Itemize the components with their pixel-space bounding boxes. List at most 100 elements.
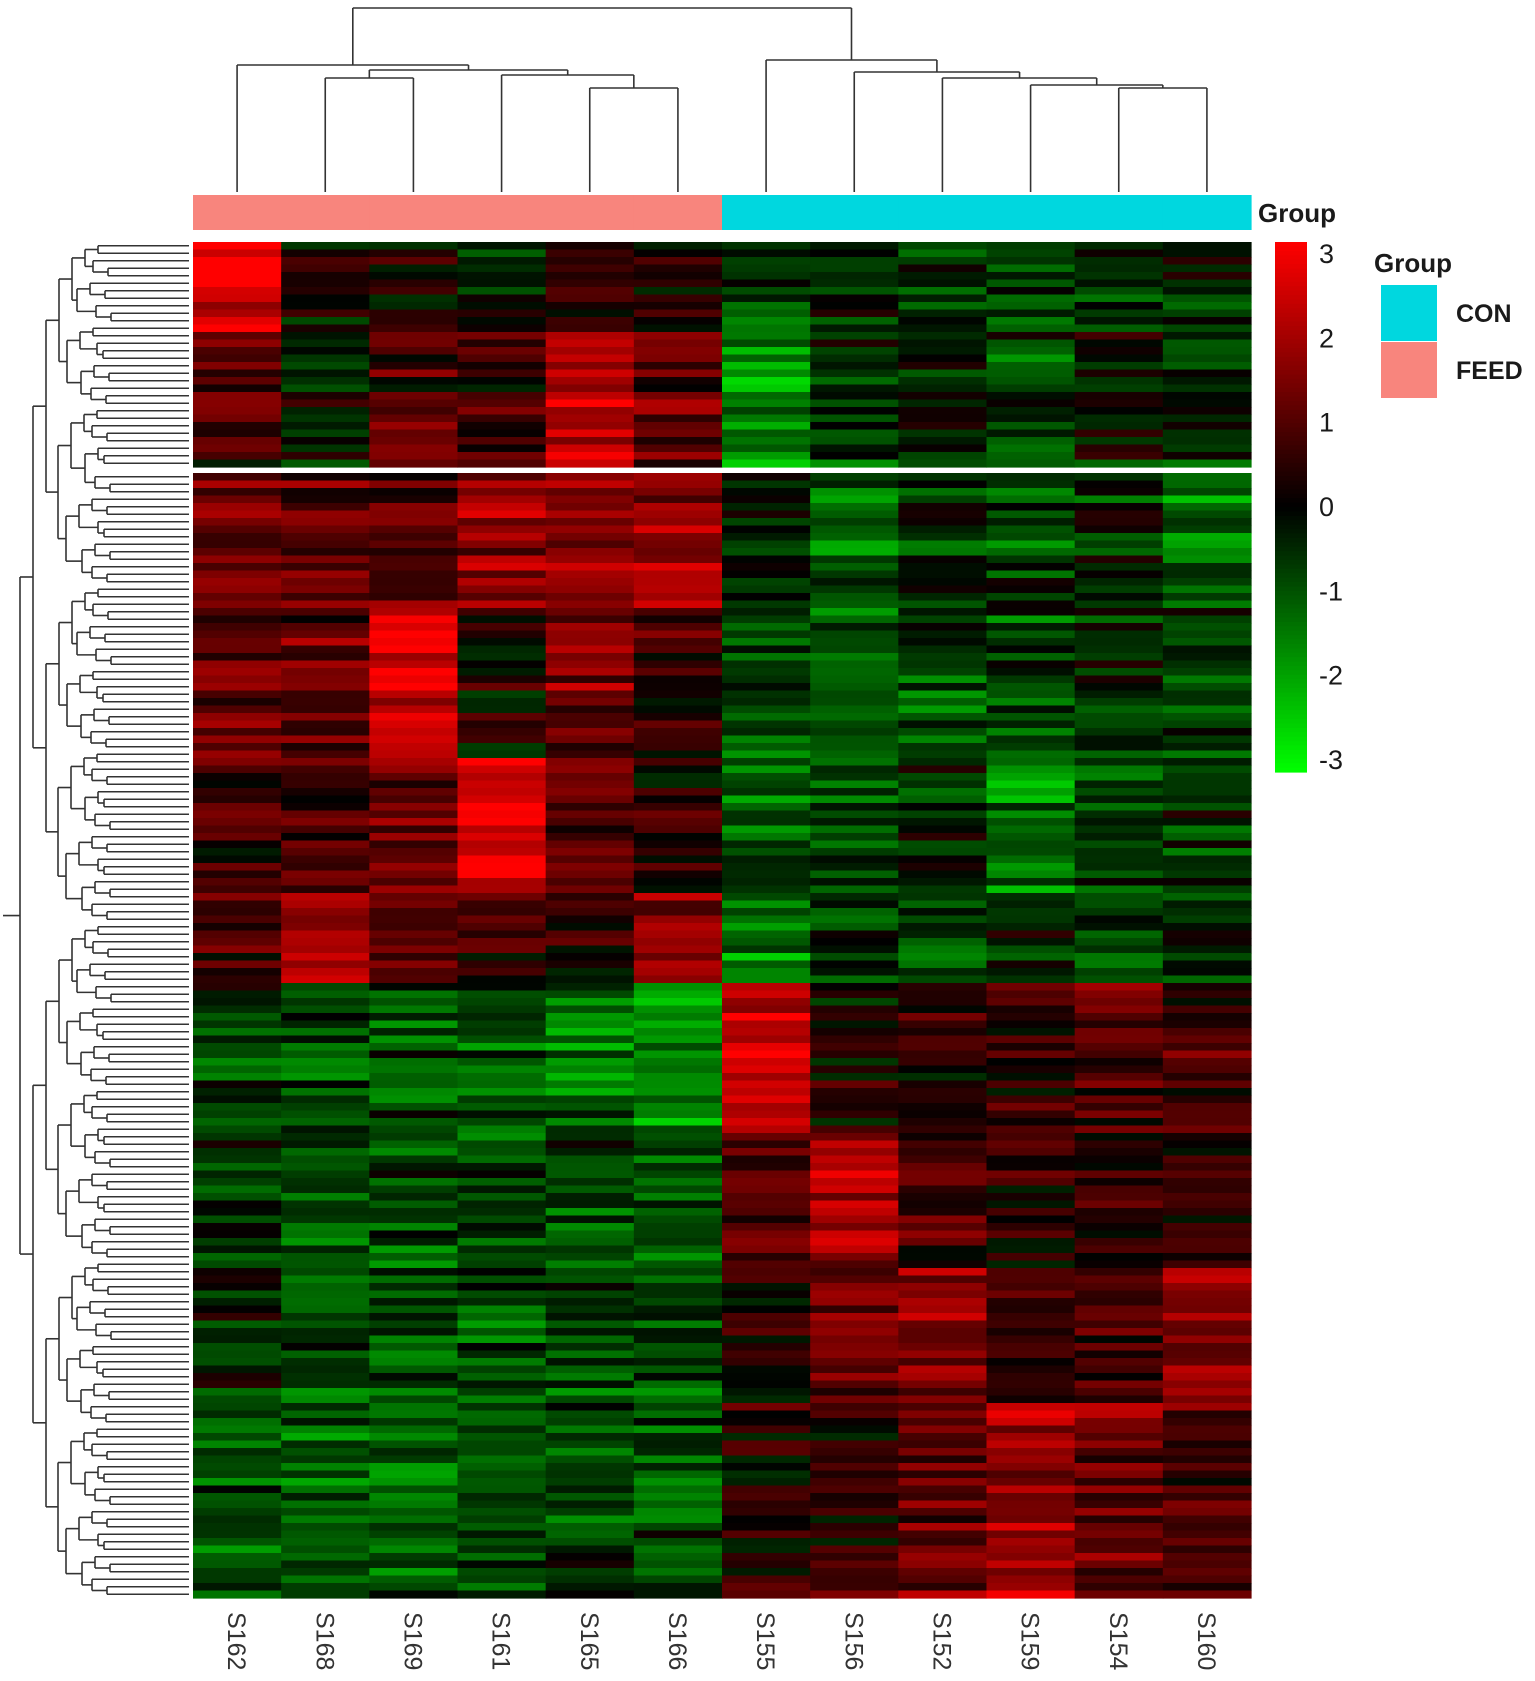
heatmap-cell: [810, 975, 899, 984]
heatmap-cell: [810, 1028, 899, 1037]
heatmap-cell: [1074, 1545, 1164, 1554]
heatmap-cell: [281, 1253, 370, 1262]
heatmap-cell: [633, 1350, 723, 1359]
heatmap-cell: [633, 1005, 723, 1014]
heatmap-cell: [810, 1350, 899, 1359]
heatmap-cell: [369, 1583, 459, 1592]
heatmap-cell: [193, 414, 282, 423]
heatmap-cell: [369, 1095, 459, 1104]
heatmap-cell: [722, 908, 811, 917]
heatmap-cell: [369, 1058, 459, 1067]
heatmap-cell: [193, 945, 282, 954]
heatmap-cell: [281, 1575, 370, 1584]
heatmap-cell: [1162, 660, 1252, 669]
heatmap-cell: [810, 257, 899, 266]
heatmap-cell: [722, 1493, 811, 1502]
heatmap-cell: [633, 833, 723, 842]
heatmap-cell: [281, 758, 370, 767]
heatmap-cell: [457, 825, 547, 834]
heatmap-cell: [810, 324, 899, 333]
annotation-cell-feed: [369, 195, 459, 230]
heatmap-cell: [1162, 758, 1252, 767]
heatmap-cell: [633, 354, 723, 363]
heatmap-cell: [369, 1185, 459, 1194]
heatmap-cell: [193, 998, 282, 1007]
heatmap-cell: [986, 1290, 1076, 1299]
heatmap-cell: [633, 668, 723, 677]
heatmap-cell: [1162, 983, 1252, 992]
heatmap-cell: [633, 1470, 723, 1479]
heatmap-cell: [722, 317, 811, 326]
heatmap-cell: [1162, 1440, 1252, 1449]
colorbar-segment: [1275, 537, 1307, 543]
heatmap-cell: [633, 570, 723, 579]
heatmap-cell: [1074, 1275, 1164, 1284]
heatmap-cell: [810, 392, 899, 401]
heatmap-cell: [1162, 1448, 1252, 1457]
heatmap-cell: [281, 923, 370, 932]
heatmap-cell: [986, 249, 1076, 258]
heatmap-cell: [193, 878, 282, 887]
heatmap-cell: [369, 1088, 459, 1097]
colorbar-segment: [1275, 277, 1307, 283]
heatmap-cell: [193, 548, 282, 557]
heatmap-cell: [1074, 1035, 1164, 1044]
heatmap-cell: [810, 399, 899, 408]
heatmap-cell: [633, 578, 723, 587]
heatmap-cell: [281, 1005, 370, 1014]
heatmap-cell: [633, 555, 723, 564]
heatmap-cell: [1074, 1470, 1164, 1479]
heatmap-cell: [898, 1545, 988, 1554]
heatmap-cell: [810, 1185, 899, 1194]
heatmap-cell: [193, 1028, 282, 1037]
heatmap-cell: [898, 1148, 988, 1157]
heatmap-cell: [457, 1568, 547, 1577]
heatmap-cell: [898, 1050, 988, 1059]
heatmap-cell: [281, 1553, 370, 1562]
heatmap-cell: [457, 1530, 547, 1539]
heatmap-cell: [898, 1230, 988, 1239]
heatmap-cell: [281, 563, 370, 572]
heatmap-cell: [457, 1103, 547, 1112]
heatmap-cell: [633, 1508, 723, 1517]
heatmap-cell: [1162, 855, 1252, 864]
heatmap-cell: [1074, 362, 1164, 371]
colorbar-segment: [1275, 330, 1307, 336]
heatmap-cell: [810, 1418, 899, 1427]
heatmap-cell: [281, 675, 370, 684]
heatmap-cell: [722, 1478, 811, 1487]
heatmap-cell: [193, 555, 282, 564]
heatmap-cell: [1074, 1425, 1164, 1434]
heatmap-cell: [898, 1260, 988, 1269]
heatmap-cell: [1162, 953, 1252, 962]
heatmap-cell: [369, 1515, 459, 1524]
heatmap-cell: [1162, 938, 1252, 947]
heatmap-cell: [810, 452, 899, 461]
heatmap-cell: [193, 354, 282, 363]
colorbar-segment: [1275, 250, 1307, 256]
heatmap-cell: [722, 1418, 811, 1427]
heatmap-cell: [193, 1163, 282, 1172]
heatmap-cell: [457, 780, 547, 789]
heatmap-cell: [1162, 309, 1252, 318]
heatmap-cell: [1074, 399, 1164, 408]
heatmap-cell: [545, 938, 635, 947]
heatmap-cell: [1074, 668, 1164, 677]
heatmap-cell: [810, 249, 899, 258]
heatmap-cell: [898, 855, 988, 864]
heatmap-cell: [193, 1155, 282, 1164]
heatmap-cell: [1074, 1313, 1164, 1322]
colorbar-segment: [1275, 387, 1307, 393]
heatmap-cell: [545, 1328, 635, 1337]
heatmap-cell: [545, 347, 635, 356]
heatmap-cell: [281, 1170, 370, 1179]
heatmap-cell: [986, 1028, 1076, 1037]
heatmap-cell: [281, 377, 370, 386]
heatmap-cell: [986, 1455, 1076, 1464]
heatmap-cell: [457, 608, 547, 617]
heatmap-cell: [193, 968, 282, 977]
heatmap-cell: [369, 1500, 459, 1509]
heatmap-cell: [1074, 743, 1164, 752]
heatmap-cell: [898, 473, 988, 482]
heatmap-cell: [810, 429, 899, 438]
